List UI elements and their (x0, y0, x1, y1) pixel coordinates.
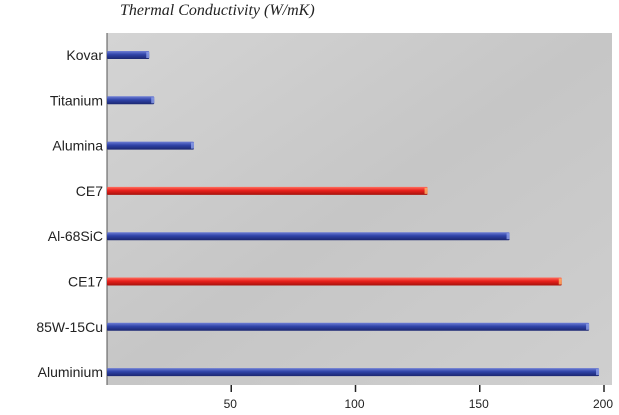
bar-end-highlight-titanium (151, 97, 155, 104)
plot-background (107, 33, 612, 385)
bar-aluminium (107, 368, 600, 377)
bars-layer (107, 51, 600, 377)
bar-al-68sic (107, 232, 510, 241)
bar-alumina (107, 141, 194, 150)
x-tick-label-100: 100 (344, 397, 364, 411)
bar-end-highlight-ce7 (424, 187, 428, 194)
x-tick-label-50: 50 (224, 397, 238, 411)
x-tick-label-150: 150 (469, 397, 489, 411)
category-label-al-68sic: Al-68SiC (48, 228, 103, 244)
bar-end-highlight-alumina (190, 142, 194, 149)
bar-titanium (107, 96, 155, 105)
bar-kovar (107, 51, 150, 59)
bar-end-highlight-85w-15cu (586, 323, 590, 330)
bar-ce17 (107, 277, 562, 286)
category-label-aluminium: Aluminium (38, 364, 103, 380)
category-labels: Kovar Titanium Alumina CE7 Al-68SiC CE17 85W-1… (36, 47, 103, 380)
category-label-kovar: Kovar (66, 47, 103, 63)
bar-ce7 (107, 186, 428, 195)
category-label-titanium: Titanium (50, 92, 103, 108)
category-label-alumina: Alumina (52, 138, 103, 154)
bar-end-highlight-ce17 (558, 278, 562, 285)
bar-end-highlight-kovar (146, 52, 150, 58)
bar-end-highlight-al-68sic (506, 233, 510, 240)
x-tick-label-200: 200 (593, 397, 613, 411)
x-axis-ticks: 50 100 150 200 (224, 385, 613, 411)
bar-85w-15cu (107, 322, 590, 331)
bar-end-highlight-aluminium (596, 369, 600, 376)
category-label-85w-15cu: 85W-15Cu (36, 319, 103, 335)
chart-title: Thermal Conductivity (W/mK) (120, 2, 315, 19)
category-label-ce7: CE7 (76, 183, 103, 199)
category-label-ce17: CE17 (68, 274, 103, 290)
